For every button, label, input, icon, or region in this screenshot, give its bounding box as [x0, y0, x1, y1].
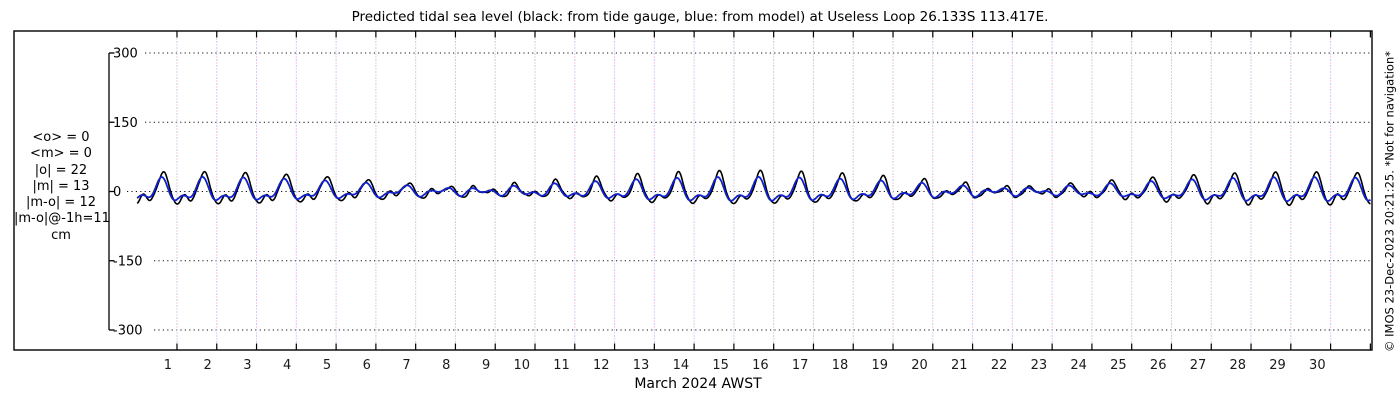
- stat-line-abs-diff: |m-o| = 12: [25, 195, 96, 211]
- x-tick-label: 6: [363, 358, 371, 373]
- y-tick-label: 0: [113, 185, 121, 200]
- x-tick-label: 25: [1110, 358, 1127, 373]
- x-tick-label: 27: [1190, 358, 1207, 373]
- x-tick-label: 23: [1031, 358, 1048, 373]
- x-tick-label: 18: [832, 358, 849, 373]
- x-tick-label: 16: [752, 358, 769, 373]
- chart-title: Predicted tidal sea level (black: from t…: [351, 9, 1049, 25]
- x-axis-title: March 2024 AWST: [634, 376, 762, 392]
- y-tick-label: 150: [113, 116, 138, 131]
- series-model: [136, 175, 1371, 203]
- x-tick-label: 30: [1309, 358, 1326, 373]
- stat-line-abs-model: |m| = 13: [32, 178, 90, 194]
- stat-line-mean-obs: <o> = 0: [32, 130, 90, 145]
- x-tick-label: 22: [991, 358, 1008, 373]
- x-tick-label: 1: [164, 358, 172, 373]
- x-tick-label: 26: [1150, 358, 1167, 373]
- x-tick-label: 3: [243, 358, 251, 373]
- x-tick-label: 14: [673, 358, 690, 373]
- stat-line-abs-obs: |o| = 22: [34, 162, 88, 178]
- x-tick-label: 4: [283, 358, 291, 373]
- stat-line-abs-diff-lag: |m-o|@-1h=11: [14, 211, 110, 227]
- plot-frame: [13, 30, 1373, 351]
- stat-line-mean-model: <m> = 0: [30, 146, 92, 162]
- x-tick-label: 9: [482, 358, 490, 373]
- x-tick-label: 2: [203, 358, 211, 373]
- stats-panel: <o> = 0 <m> = 0 |o| = 22 |m| = 13 |m-o| …: [14, 130, 110, 244]
- x-tick-label: 12: [593, 358, 610, 373]
- x-tick-label: 15: [712, 358, 729, 373]
- x-tick-label: 10: [513, 358, 530, 373]
- y-tick-label: -300: [113, 324, 143, 339]
- x-tick-label: 20: [911, 358, 928, 373]
- series-observed: [136, 169, 1371, 207]
- x-tick-label: 28: [1229, 358, 1246, 373]
- x-tick-label: 24: [1070, 358, 1087, 373]
- stat-units: cm: [51, 227, 71, 243]
- x-tick-label: 17: [792, 358, 809, 373]
- copyright-vertical-text: © IMOS 23-Dec-2023 20:21:25. *Not for na…: [1382, 50, 1397, 353]
- x-tick-label: 19: [871, 358, 888, 373]
- y-tick-label: -150: [113, 254, 143, 269]
- x-tick-label: 8: [442, 358, 450, 373]
- x-tick-label: 13: [633, 358, 650, 373]
- x-tick-label: 5: [323, 358, 331, 373]
- x-tick-label: 7: [402, 358, 410, 373]
- x-tick-label: 11: [553, 358, 570, 373]
- x-tick-label: 29: [1269, 358, 1286, 373]
- y-tick-label: 300: [113, 47, 138, 62]
- x-tick-label: 21: [951, 358, 968, 373]
